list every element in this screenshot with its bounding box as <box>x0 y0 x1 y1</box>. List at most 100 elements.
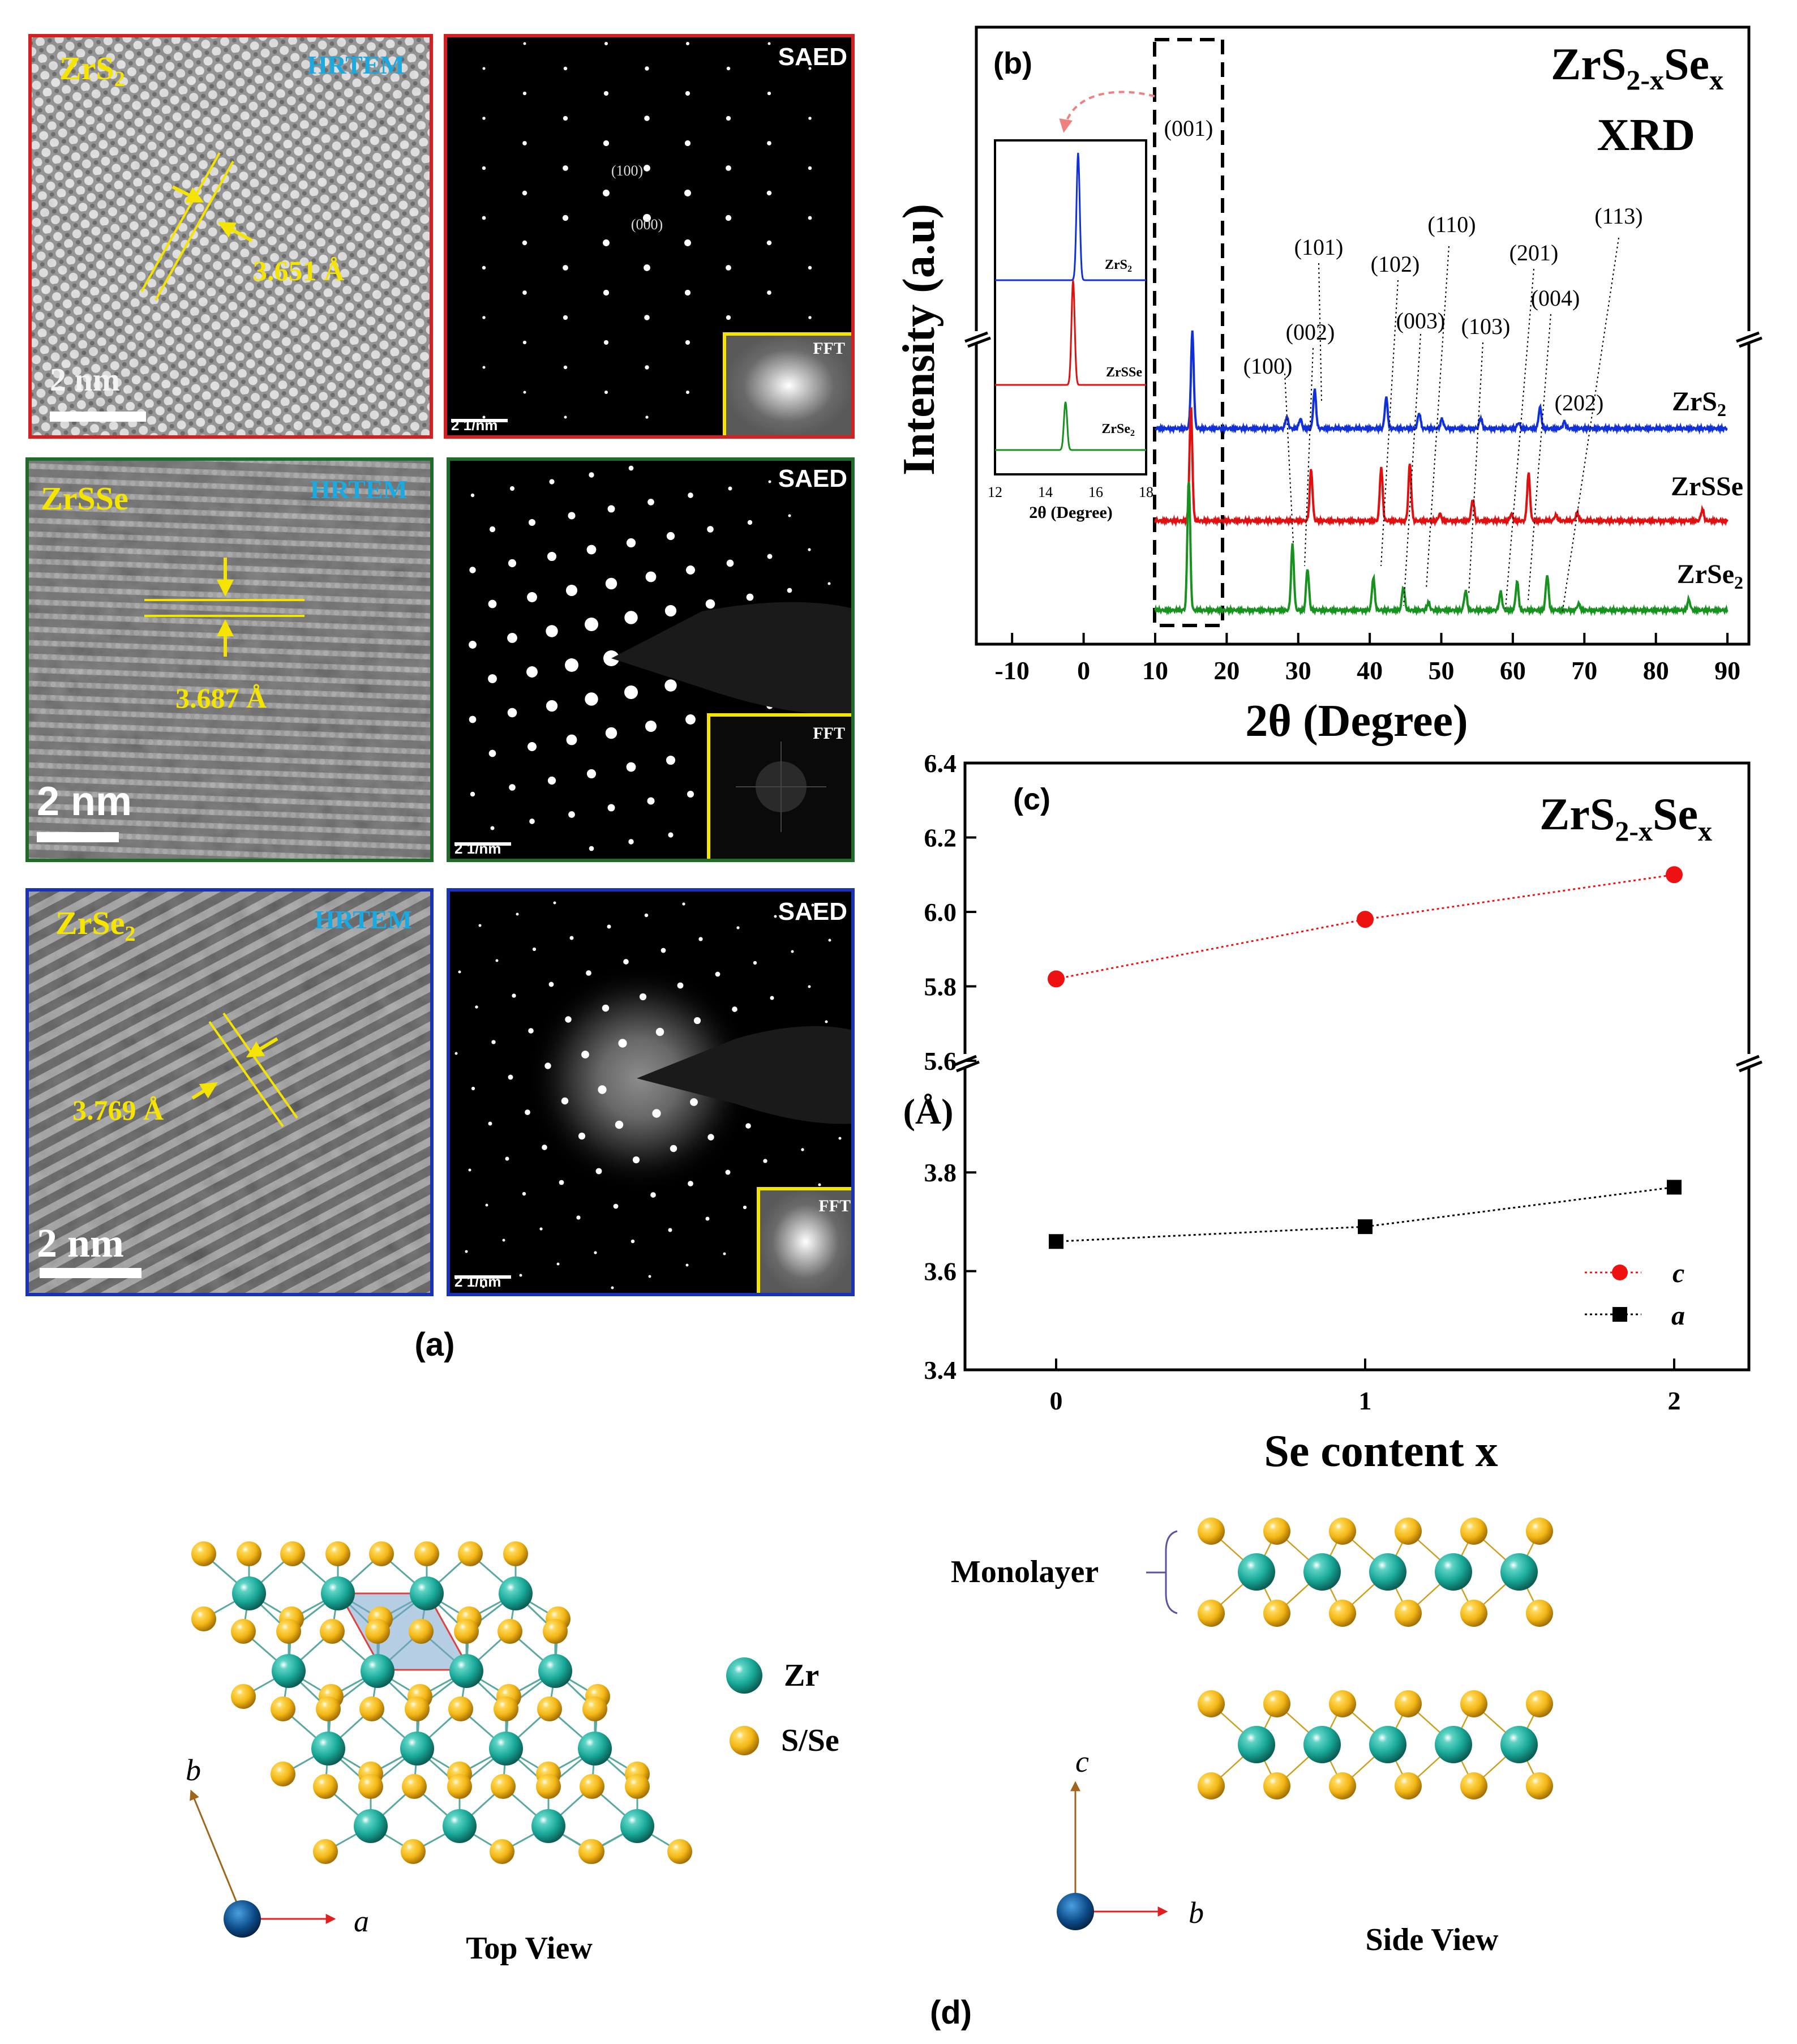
series-label-zrse2: ZrSe2 <box>1677 559 1743 593</box>
s-atom <box>494 1696 518 1721</box>
diffraction-spot <box>682 902 685 906</box>
diffraction-spot <box>726 115 731 121</box>
diffraction-spot <box>522 290 527 295</box>
diffraction-spot <box>628 839 634 845</box>
diffraction-spot <box>684 190 691 196</box>
scale-bar <box>37 832 119 842</box>
diffraction-spot <box>726 66 731 71</box>
diffraction-spot <box>522 190 527 196</box>
diffraction-spot <box>685 41 690 46</box>
saed-zrse2: SAED 2 1/nm FFT <box>447 888 855 1296</box>
diffraction-spot <box>677 982 684 989</box>
s-atom <box>536 1774 561 1799</box>
scale-bar <box>50 412 146 422</box>
diffraction-spot <box>693 1017 701 1025</box>
diffraction-spot <box>458 970 461 974</box>
diffraction-spot <box>522 340 527 345</box>
xrd-ylabel: Intensity (a.u) <box>894 204 944 475</box>
axis-origin-side <box>1057 1893 1094 1930</box>
zr-atom <box>531 1809 565 1843</box>
top-view-label: Top View <box>466 1931 593 1966</box>
diffraction-spot <box>774 915 777 918</box>
diffraction-spot <box>715 971 720 977</box>
diffraction-spot <box>598 1085 607 1094</box>
diffraction-spot <box>539 1227 543 1231</box>
hrtem-label: HRTEM <box>307 50 405 79</box>
diffraction-spot <box>482 366 486 369</box>
diffraction-spot <box>563 315 568 320</box>
diffraction-spot <box>808 548 811 551</box>
s-atom <box>1395 1690 1422 1717</box>
s-atom <box>1329 1518 1356 1545</box>
diffraction-spot <box>643 214 651 222</box>
diffraction-spot <box>684 289 691 296</box>
diffraction-spot <box>542 1145 547 1150</box>
diffraction-spot <box>747 520 753 525</box>
diffraction-spot <box>808 117 812 120</box>
diffraction-spot <box>607 804 615 812</box>
diffraction-spot <box>565 1016 572 1023</box>
diffraction-spot <box>725 215 732 221</box>
beam-stop <box>637 1026 853 1124</box>
zr-atom <box>499 1576 533 1610</box>
diffraction-spot <box>644 115 650 121</box>
diffraction-spot <box>522 91 527 96</box>
legend-marker-c <box>1612 1265 1628 1280</box>
diffraction-spot <box>495 959 499 962</box>
diffraction-spot <box>685 91 691 96</box>
inset-xlabel: 2θ (Degree) <box>1029 503 1113 522</box>
diffraction-spot <box>488 1121 492 1126</box>
diffraction-spot <box>818 1183 821 1186</box>
diffraction-spot <box>562 215 569 221</box>
lattice-title: ZrS2-xSex <box>1539 790 1712 847</box>
saed-zrsse: SAED 2 1/nm FFT <box>447 457 855 862</box>
diffraction-spot <box>516 912 519 916</box>
s-atom <box>580 1839 604 1864</box>
diffraction-spot <box>507 708 517 718</box>
xrd-title: ZrS2-xSex <box>1551 40 1723 96</box>
d-spacing-zrs2: 3.651 Å <box>253 255 344 286</box>
diffraction-spot <box>546 625 558 637</box>
peak-label-004: (004) <box>1531 285 1580 311</box>
diffraction-spot <box>565 584 578 597</box>
peak-label-102: (102) <box>1371 251 1420 277</box>
diffraction-spot <box>523 42 526 45</box>
s-atom <box>491 1774 516 1799</box>
diffraction-spot <box>767 91 771 96</box>
lattice-xlabel: Se content x <box>1264 1426 1498 1476</box>
diffraction-spot <box>647 499 654 505</box>
fft-label: FFT <box>818 1197 851 1215</box>
diffraction-spot <box>726 315 731 320</box>
diffraction-spot <box>563 165 568 171</box>
diffraction-spot <box>519 1274 522 1277</box>
lattice-ticks: 5.6 5.8 6.0 6.2 6.4 3.4 3.6 3.8 0 1 2 <box>924 749 1681 1415</box>
inset-tick-label: 18 <box>1139 484 1153 500</box>
s-atom <box>231 1684 256 1709</box>
panel-c-lattice: (c) ZrS2-xSex (Å) Se content x 5.6 5.8 6.0… <box>903 749 1763 1476</box>
s-atom <box>447 1774 472 1799</box>
xrd-series <box>1154 330 1729 617</box>
diffraction-spot <box>482 265 486 270</box>
xrd-series-line-0 <box>1154 330 1728 435</box>
xrd-x-tick-label: -10 <box>995 656 1030 685</box>
diffraction-spot <box>603 91 609 96</box>
axis-b-arrow <box>190 1789 243 1917</box>
diffraction-spot <box>624 611 638 624</box>
s-atom <box>1526 1518 1553 1545</box>
xrd-x-tick-label: 80 <box>1643 656 1669 685</box>
diffraction-spot <box>491 1040 496 1044</box>
fft-label: FFT <box>813 339 845 358</box>
diffraction-spot <box>522 1192 526 1196</box>
inset-tick-label: 16 <box>1088 484 1103 500</box>
diffraction-spot <box>726 265 731 271</box>
s-atom <box>1198 1600 1225 1627</box>
diffraction-spot <box>725 1169 731 1175</box>
diffraction-spot <box>586 545 597 555</box>
zr-atom <box>311 1732 345 1766</box>
zr-atom <box>1303 1726 1341 1763</box>
diffraction-spot <box>808 985 811 988</box>
diffraction-spot <box>644 264 650 271</box>
diffraction-spot <box>602 1004 610 1012</box>
diffraction-spot <box>605 727 617 739</box>
diffraction-spot <box>647 797 655 805</box>
